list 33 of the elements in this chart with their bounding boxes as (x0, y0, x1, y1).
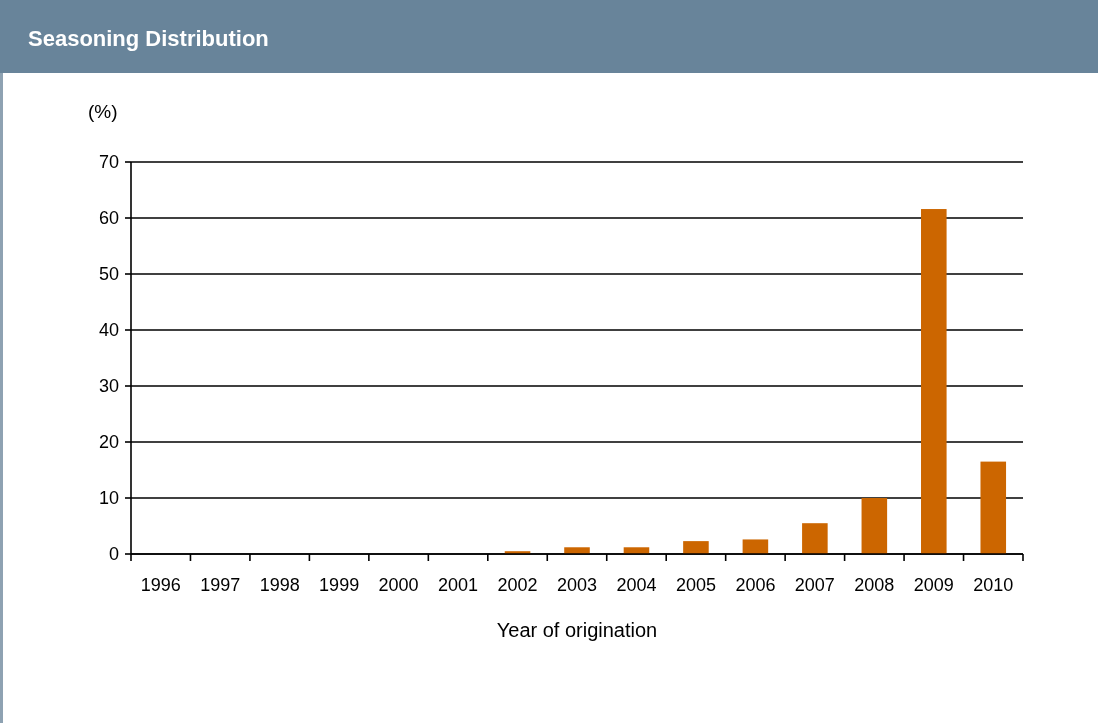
bar (564, 547, 590, 554)
y-tick-label: 60 (98, 208, 119, 229)
x-tick-label: 2002 (497, 575, 538, 595)
y-tick-label: 30 (98, 376, 119, 397)
x-tick-label: 1997 (200, 575, 241, 595)
bar (980, 461, 1007, 554)
x-axis-title: Year of origination (496, 619, 658, 641)
bar (861, 498, 888, 554)
x-tick-label: 1996 (140, 575, 181, 595)
x-tick-label: 2009 (913, 575, 954, 595)
x-tick-label: 2010 (973, 575, 1014, 595)
x-tick-label: 2008 (854, 575, 895, 595)
x-tick-label: 2004 (616, 575, 657, 595)
y-tick-label: 70 (98, 152, 119, 173)
x-tick-label: 2006 (735, 575, 776, 595)
x-tick-label: 1998 (259, 575, 300, 595)
y-tick-label: 20 (98, 432, 119, 453)
x-tick-label: 2005 (675, 575, 716, 595)
y-tick-label: 0 (108, 544, 119, 565)
x-tick-label: 2003 (556, 575, 598, 595)
bar (802, 523, 828, 554)
x-tick-label: 1999 (319, 575, 360, 595)
bar (683, 541, 709, 554)
bar (742, 539, 769, 554)
x-tick-label: 2007 (794, 575, 835, 595)
bar (921, 209, 947, 554)
x-tick-label: 2000 (378, 575, 419, 595)
y-tick-label: 10 (98, 488, 119, 509)
y-tick-label: 40 (98, 320, 119, 341)
y-tick-label: 50 (98, 264, 119, 285)
y-axis-title: (%) (88, 101, 118, 122)
chart-title: Seasoning Distribution (28, 26, 269, 51)
x-tick-label: 2001 (438, 575, 479, 595)
